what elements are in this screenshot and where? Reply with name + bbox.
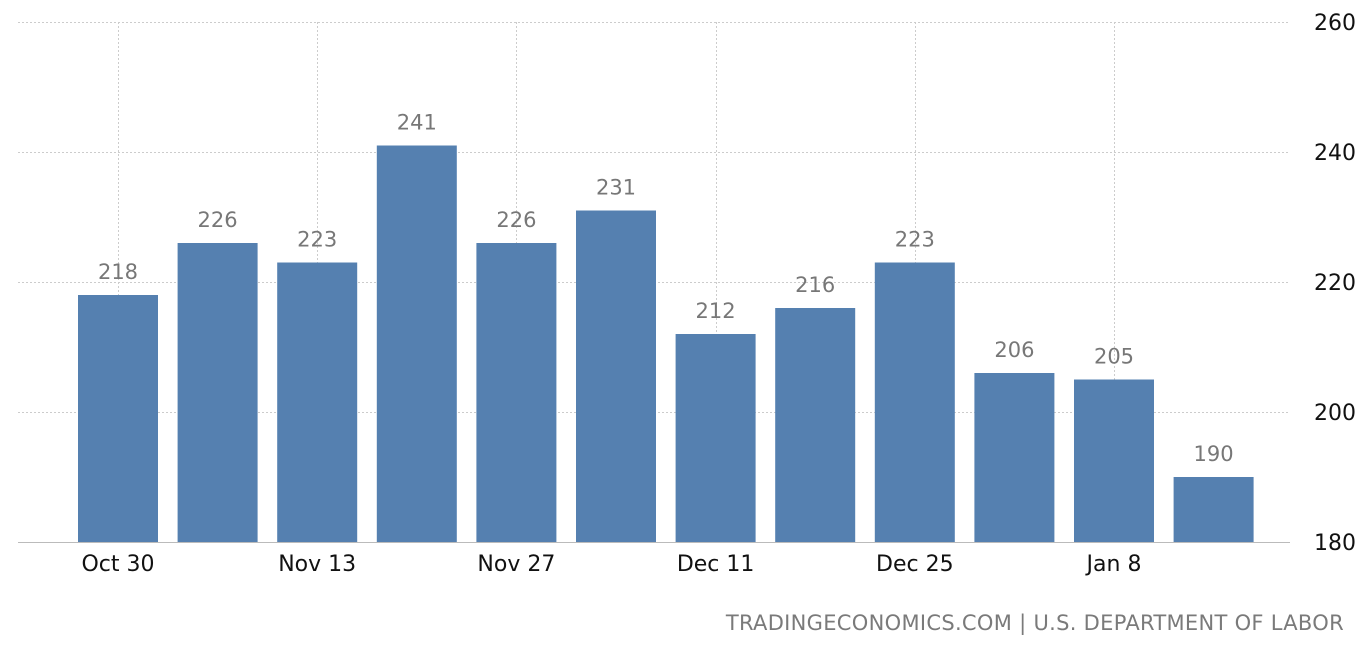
x-tick-label: Nov 13 [278, 552, 356, 577]
bar-value-label: 216 [795, 273, 835, 297]
bar-value-label: 241 [397, 111, 437, 135]
bar [974, 373, 1055, 542]
bar-value-label: 226 [198, 208, 238, 232]
y-tick-label: 220 [1314, 271, 1356, 296]
x-tick-label: Nov 27 [477, 552, 555, 577]
y-tick-label: 260 [1314, 11, 1356, 36]
bars [78, 145, 1254, 542]
bar-value-label: 212 [696, 299, 736, 323]
bar-value-label: 190 [1194, 442, 1234, 466]
y-tick-label: 240 [1314, 141, 1356, 166]
bar-value-label: 223 [895, 228, 935, 252]
x-tick-label: Jan 8 [1085, 552, 1142, 577]
bar-value-label: 218 [98, 260, 138, 284]
x-tick-label: Dec 25 [876, 552, 954, 577]
bar [476, 243, 557, 542]
bar-value-label: 223 [297, 228, 337, 252]
y-tick-label: 200 [1314, 401, 1356, 426]
x-tick-label: Dec 11 [677, 552, 755, 577]
bar [775, 308, 856, 542]
x-axis: Oct 30 Nov 13 Nov 27 Dec 11 Dec 25 Jan 8 [81, 552, 1141, 577]
bar-value-label: 231 [596, 176, 636, 200]
bar-value-label: 205 [1094, 345, 1134, 369]
bar [1173, 477, 1254, 542]
bar [1074, 379, 1154, 542]
source-attribution: TRADINGECONOMICS.COM | U.S. DEPARTMENT O… [725, 611, 1344, 635]
bar [576, 210, 656, 542]
x-tick-label: Oct 30 [81, 552, 154, 577]
bar [874, 262, 955, 542]
bar-value-label: 226 [496, 208, 536, 232]
y-axis: 180 200 220 240 260 [1314, 11, 1356, 556]
bar [277, 262, 358, 542]
y-tick-label: 180 [1314, 531, 1356, 556]
bar [376, 145, 457, 542]
bar [177, 243, 258, 542]
bar [78, 295, 158, 542]
bar-value-label: 206 [994, 338, 1034, 362]
bar [675, 334, 756, 542]
data-labels: 218 226 223 241 226 231 212 216 223 206 205 190 [98, 111, 1234, 467]
